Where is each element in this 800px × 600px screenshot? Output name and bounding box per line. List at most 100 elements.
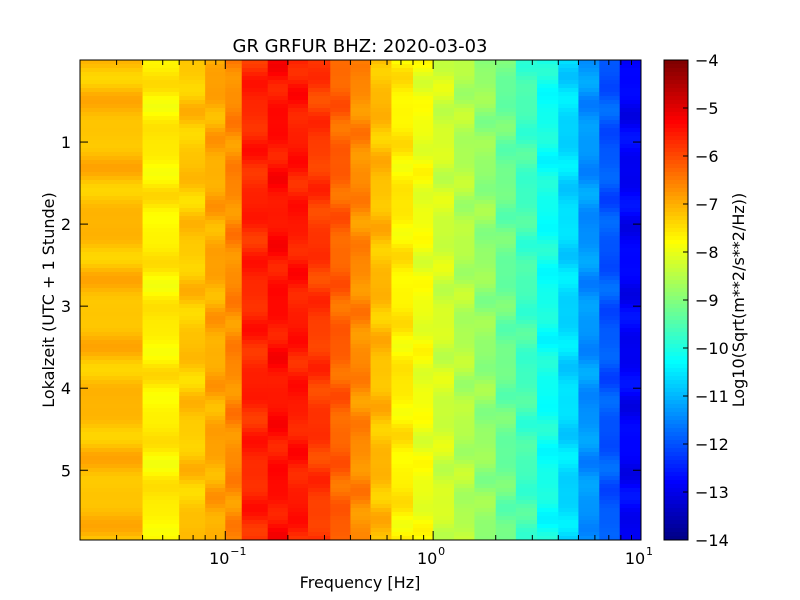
heatmap-cell [80, 228, 143, 233]
heatmap-cell [370, 464, 392, 469]
colorbar-segment [664, 484, 688, 489]
heatmap-cell [599, 436, 621, 441]
heatmap-cell [515, 136, 538, 141]
heatmap-cell [619, 264, 642, 269]
heatmap-cell [433, 388, 455, 393]
heatmap-cell [495, 396, 517, 401]
colorbar-segment [664, 280, 688, 285]
heatmap-cell [267, 496, 289, 501]
heatmap-cell [515, 524, 538, 529]
colorbar-segment [664, 104, 688, 109]
heatmap-cell [391, 488, 414, 493]
heatmap-cell [515, 532, 538, 537]
heatmap-cell [330, 124, 351, 129]
colorbar-tick-label: −7 [695, 195, 719, 214]
heatmap-cell [474, 308, 497, 313]
heatmap-cell [413, 296, 434, 301]
heatmap-cell [495, 384, 517, 389]
heatmap-cell [537, 68, 559, 73]
heatmap-cell [350, 464, 371, 469]
heatmap-cell [179, 108, 206, 113]
heatmap-cell [179, 100, 206, 105]
heatmap-cell [142, 256, 180, 261]
heatmap-cell [142, 224, 180, 229]
heatmap-cell [241, 480, 269, 485]
heatmap-cell [80, 200, 143, 205]
heatmap-cell [330, 416, 351, 421]
colorbar-segment [664, 360, 688, 365]
heatmap-cell [350, 136, 371, 141]
heatmap-cell [474, 480, 497, 485]
heatmap-cell [241, 452, 269, 457]
heatmap-cell [495, 320, 517, 325]
heatmap-cell [537, 528, 559, 533]
heatmap-cell [599, 344, 621, 349]
heatmap-cell [267, 300, 289, 305]
heatmap-cell [80, 276, 143, 281]
heatmap-cell [474, 100, 497, 105]
heatmap-cell [599, 304, 621, 309]
heatmap-cell [142, 240, 180, 245]
heatmap-cell [454, 152, 475, 157]
heatmap-cell [413, 388, 434, 393]
heatmap-cell [241, 484, 269, 489]
heatmap-cell [433, 444, 455, 449]
colorbar-tick-label: −4 [695, 51, 719, 70]
heatmap-cell [370, 188, 392, 193]
heatmap-cell [287, 480, 309, 485]
heatmap-cell [80, 188, 143, 193]
heatmap-cell [558, 192, 579, 197]
colorbar-segment [664, 348, 688, 353]
heatmap-cell [267, 336, 289, 341]
heatmap-cell [241, 280, 269, 285]
heatmap-cell [225, 536, 243, 541]
heatmap-cell [370, 196, 392, 201]
heatmap-cell [205, 296, 226, 301]
heatmap-cell [599, 72, 621, 77]
heatmap-cell [537, 420, 559, 425]
heatmap-cell [558, 296, 579, 301]
heatmap-cell [80, 108, 143, 113]
heatmap-cell [241, 360, 269, 365]
heatmap-cell [267, 488, 289, 493]
heatmap-cell [308, 412, 331, 417]
heatmap-cell [391, 188, 414, 193]
heatmap-cell [515, 404, 538, 409]
heatmap-cell [599, 468, 621, 473]
heatmap-cell [80, 268, 143, 273]
heatmap-cell [142, 412, 180, 417]
heatmap-cell [537, 352, 559, 357]
heatmap-cell [515, 148, 538, 153]
heatmap-cell [80, 416, 143, 421]
heatmap-cell [454, 332, 475, 337]
heatmap-cell [267, 168, 289, 173]
heatmap-cell [537, 316, 559, 321]
heatmap-cell [599, 88, 621, 93]
heatmap-cell [578, 416, 600, 421]
heatmap-cell [413, 224, 434, 229]
heatmap-cell [515, 472, 538, 477]
heatmap-cell [474, 76, 497, 81]
heatmap-cell [558, 264, 579, 269]
heatmap-cell [391, 240, 414, 245]
heatmap-cell [241, 520, 269, 525]
heatmap-cell [433, 112, 455, 117]
heatmap-cell [330, 200, 351, 205]
heatmap-cell [241, 316, 269, 321]
heatmap-cell [433, 224, 455, 229]
heatmap-cell [80, 428, 143, 433]
heatmap-cell [495, 360, 517, 365]
heatmap-cell [537, 360, 559, 365]
heatmap-cell [454, 328, 475, 333]
heatmap-cell [80, 164, 143, 169]
heatmap-cell [267, 372, 289, 377]
heatmap-cell [205, 456, 226, 461]
heatmap-cell [495, 220, 517, 225]
heatmap-cell [474, 224, 497, 229]
heatmap-cell [515, 132, 538, 137]
colorbar-segment [664, 192, 688, 197]
heatmap-cell [370, 176, 392, 181]
heatmap-cell [578, 356, 600, 361]
heatmap-cell [558, 100, 579, 105]
heatmap-cell [225, 252, 243, 257]
